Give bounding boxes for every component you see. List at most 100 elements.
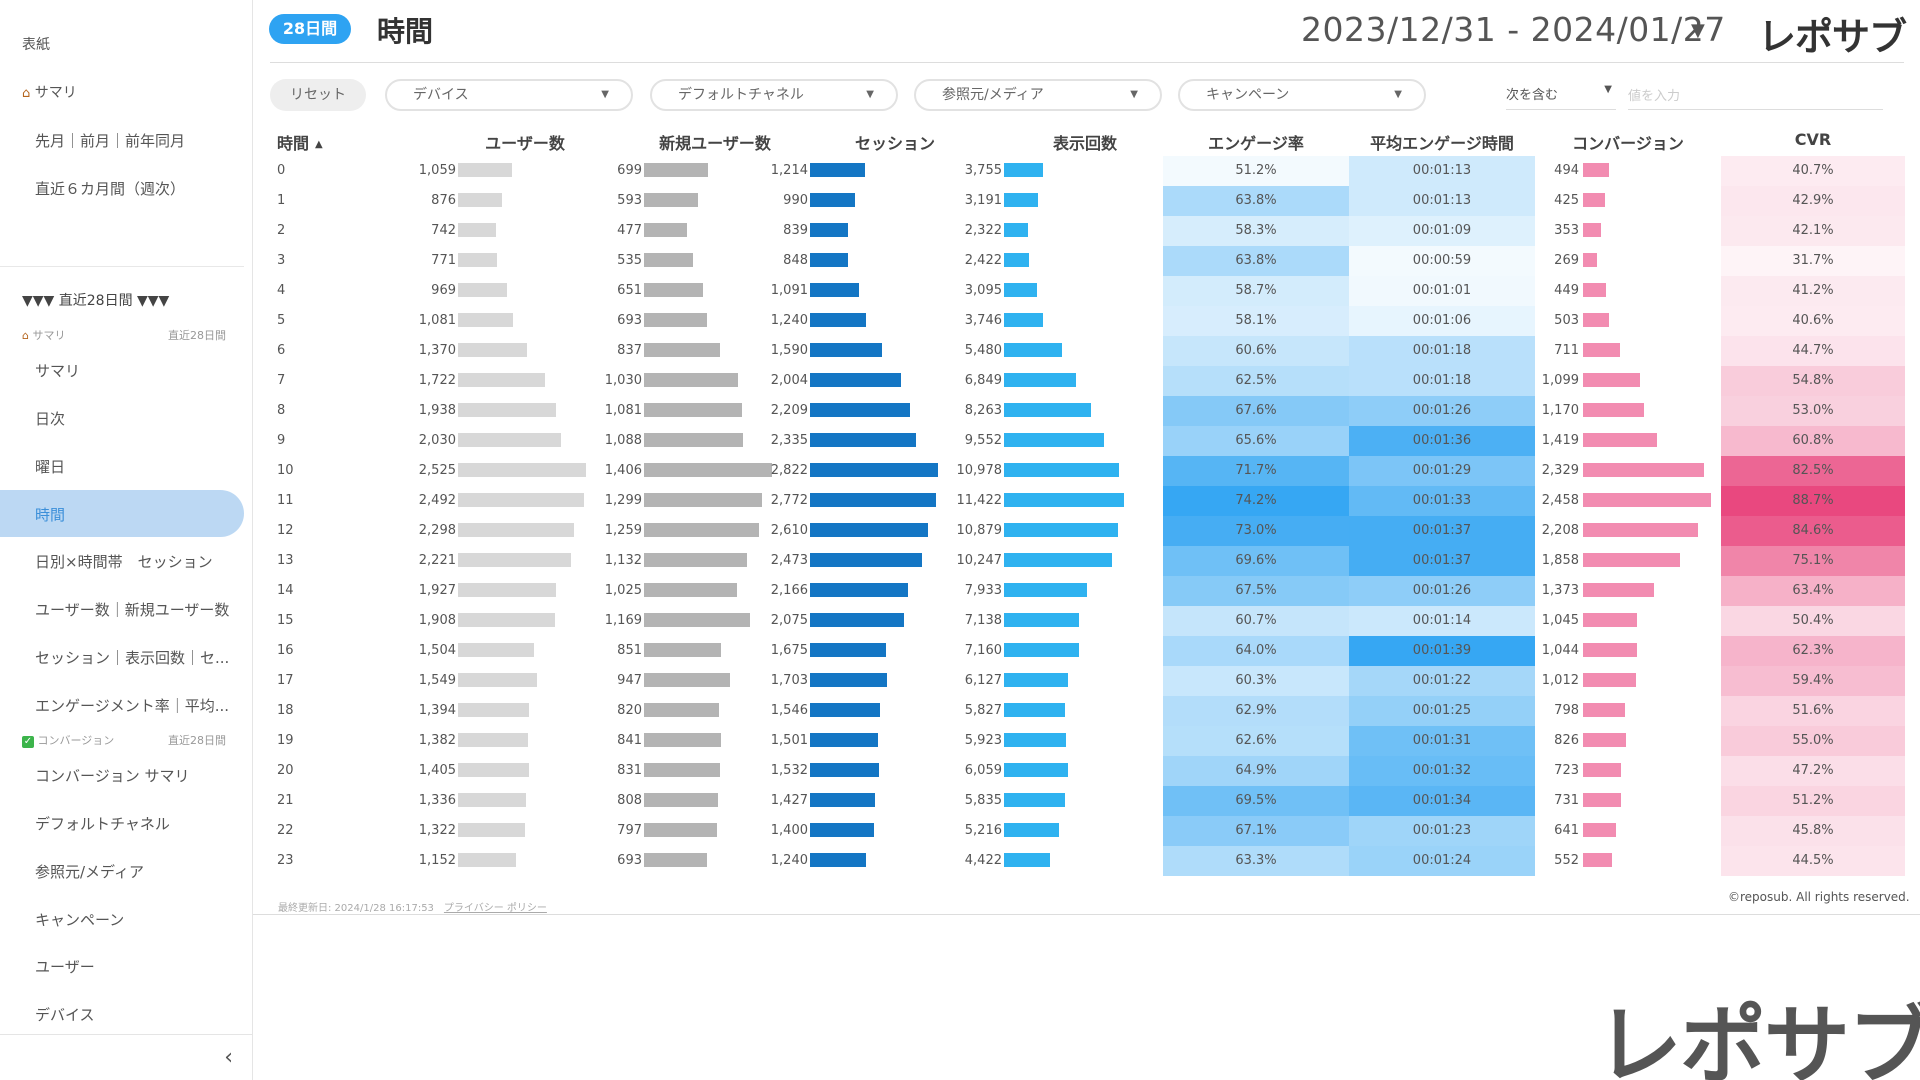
cvr-cell: 75.1% xyxy=(1721,546,1905,576)
sidebar-active-highlight xyxy=(0,490,244,537)
sidebar-item-engagement[interactable]: エンゲージメント率｜平均... xyxy=(35,697,230,715)
users-cell: 2,525 xyxy=(418,463,456,478)
sidebar-item-summary[interactable]: ⌂ サマリ xyxy=(22,82,77,102)
table-row: 10 2,525 1,406 2,822 10,978 71.7% 00:01:29 2,32… xyxy=(270,456,1905,486)
avg-engagement-time-cell: 00:01:33 xyxy=(1349,486,1535,516)
views-bar xyxy=(1004,253,1030,267)
users-bar xyxy=(458,823,526,837)
chevron-down-icon[interactable]: ▼ xyxy=(1691,20,1705,41)
users-cell: 1,938 xyxy=(418,403,456,418)
filter-label: 参照元/メディア xyxy=(942,87,1044,103)
sidebar-item-hour[interactable]: 時間 xyxy=(35,506,66,524)
cvr-cell: 60.8% xyxy=(1721,426,1905,456)
column-header-hour[interactable]: 時間 ▲ xyxy=(277,130,337,156)
column-header-engagement-rate[interactable]: エンゲージ率 xyxy=(1208,134,1304,153)
filter-label: デバイス xyxy=(413,87,469,103)
sessions-cell: 2,075 xyxy=(770,613,808,628)
engagement-rate-cell: 62.5% xyxy=(1163,366,1349,396)
sidebar-item-conversion-summary[interactable]: コンバージョン サマリ xyxy=(35,767,190,785)
sidebar-item-day-hour-sessions[interactable]: 日別×時間帯 セッション xyxy=(35,553,213,571)
new-users-cell: 699 xyxy=(617,163,642,178)
sidebar-item-default-channel[interactable]: デフォルトチャネル xyxy=(35,815,170,833)
device-filter[interactable]: デバイス ▼ xyxy=(385,79,633,111)
page-title: 時間 xyxy=(377,15,434,48)
sidebar-item-weekly-6months[interactable]: 直近６カ月間（週次） xyxy=(35,180,186,198)
conversions-cell: 1,858 xyxy=(1541,553,1579,568)
conversions-bar xyxy=(1583,643,1638,657)
conversions-cell: 826 xyxy=(1554,733,1579,748)
chevron-left-icon[interactable]: ‹ xyxy=(224,1045,233,1070)
users-bar xyxy=(458,613,555,627)
sessions-cell: 839 xyxy=(783,223,808,238)
sidebar-subheader-label: サマリ xyxy=(32,329,66,342)
source-medium-filter[interactable]: 参照元/メディア ▼ xyxy=(914,79,1162,111)
cvr-cell: 50.4% xyxy=(1721,606,1905,636)
users-cell: 1,549 xyxy=(418,673,456,688)
column-header-sessions[interactable]: セッション xyxy=(854,134,935,153)
privacy-policy-link[interactable]: プライバシー ポリシー xyxy=(443,903,547,914)
campaign-filter[interactable]: キャンペーン ▼ xyxy=(1178,79,1426,111)
sidebar-item-device[interactable]: デバイス xyxy=(35,1006,95,1024)
views-bar xyxy=(1004,493,1124,507)
filter-value-input[interactable] xyxy=(1628,84,1883,110)
views-cell: 3,095 xyxy=(964,283,1002,298)
hour-cell: 11 xyxy=(277,493,294,508)
users-cell: 2,492 xyxy=(418,493,456,508)
reset-button[interactable]: リセット xyxy=(270,79,366,111)
conversions-bar xyxy=(1583,313,1610,327)
sessions-cell: 2,822 xyxy=(770,463,808,478)
views-bar xyxy=(1004,823,1059,837)
avg-engagement-time-cell: 00:01:37 xyxy=(1349,546,1535,576)
conversions-bar xyxy=(1583,553,1680,567)
engagement-rate-cell: 60.6% xyxy=(1163,336,1349,366)
sessions-cell: 1,400 xyxy=(770,823,808,838)
users-bar xyxy=(458,583,556,597)
date-range-picker[interactable]: 2023/12/31 - 2024/01/27 xyxy=(1301,10,1726,49)
new-users-cell: 1,081 xyxy=(604,403,642,418)
sessions-cell: 1,214 xyxy=(770,163,808,178)
sessions-cell: 2,209 xyxy=(770,403,808,418)
channel-filter[interactable]: デフォルトチャネル ▼ xyxy=(650,79,898,111)
sidebar-item-monthly[interactable]: 先月｜前月｜前年同月 xyxy=(35,132,186,150)
new-users-bar xyxy=(644,193,698,207)
users-cell: 1,405 xyxy=(418,763,456,778)
column-header-new-users[interactable]: 新規ユーザー数 xyxy=(659,134,771,153)
column-header-views[interactable]: 表示回数 xyxy=(1052,134,1117,153)
sidebar-item-weekday[interactable]: 曜日 xyxy=(35,458,66,476)
sidebar-item-campaign[interactable]: キャンペーン xyxy=(35,911,125,929)
sidebar-item-summary-28[interactable]: サマリ xyxy=(35,362,81,380)
users-cell: 1,059 xyxy=(418,163,456,178)
avg-engagement-time-cell: 00:01:06 xyxy=(1349,306,1535,336)
hour-cell: 17 xyxy=(277,673,294,688)
column-header-users[interactable]: ユーザー数 xyxy=(485,134,565,153)
engagement-rate-cell: 69.5% xyxy=(1163,786,1349,816)
table-row: 3 771 535 848 2,422 63.8% 00:00:59 269 31.7% xyxy=(270,246,1905,276)
sidebar-item-sessions[interactable]: セッション｜表示回数｜セ... xyxy=(35,649,230,667)
engagement-rate-cell: 64.9% xyxy=(1163,756,1349,786)
sidebar-item-cover[interactable]: 表紙 xyxy=(22,37,50,53)
users-cell: 1,322 xyxy=(418,823,456,838)
brand-logo: レポサブ xyxy=(1758,15,1907,59)
conversions-bar xyxy=(1583,673,1636,687)
sidebar-item-daily[interactable]: 日次 xyxy=(35,410,66,428)
column-header-avg-engagement-time[interactable]: 平均エンゲージ時間 xyxy=(1370,134,1514,153)
sidebar-item-users[interactable]: ユーザー数｜新規ユーザー数 xyxy=(35,601,230,619)
hourly-table: 時間 ▲ ユーザー数 新規ユーザー数 セッション 表示回数 エンゲージ率 平均エン… xyxy=(270,130,1905,876)
match-type-select[interactable]: 次を含む ▼ xyxy=(1506,84,1616,110)
new-users-cell: 820 xyxy=(617,703,642,718)
table-row: 7 1,722 1,030 2,004 6,849 62.5% 00:01:18 1,099 5… xyxy=(270,366,1905,396)
conversions-cell: 1,012 xyxy=(1541,673,1579,688)
conversions-cell: 503 xyxy=(1554,313,1579,328)
views-cell: 10,978 xyxy=(956,463,1003,478)
cvr-cell: 59.4% xyxy=(1721,666,1905,696)
sidebar-subheader-range: 直近28日間 xyxy=(168,329,226,342)
new-users-cell: 1,259 xyxy=(604,523,642,538)
hour-cell: 12 xyxy=(277,523,294,538)
column-header-conversions[interactable]: コンバージョン xyxy=(1572,134,1684,153)
sidebar-item-user[interactable]: ユーザー xyxy=(35,958,95,976)
home-icon: ⌂ xyxy=(22,86,31,101)
column-header-cvr[interactable]: CVR xyxy=(1794,130,1832,149)
users-cell: 1,908 xyxy=(418,613,456,628)
new-users-cell: 593 xyxy=(617,193,642,208)
sidebar-item-source-medium[interactable]: 参照元/メディア xyxy=(35,863,145,881)
